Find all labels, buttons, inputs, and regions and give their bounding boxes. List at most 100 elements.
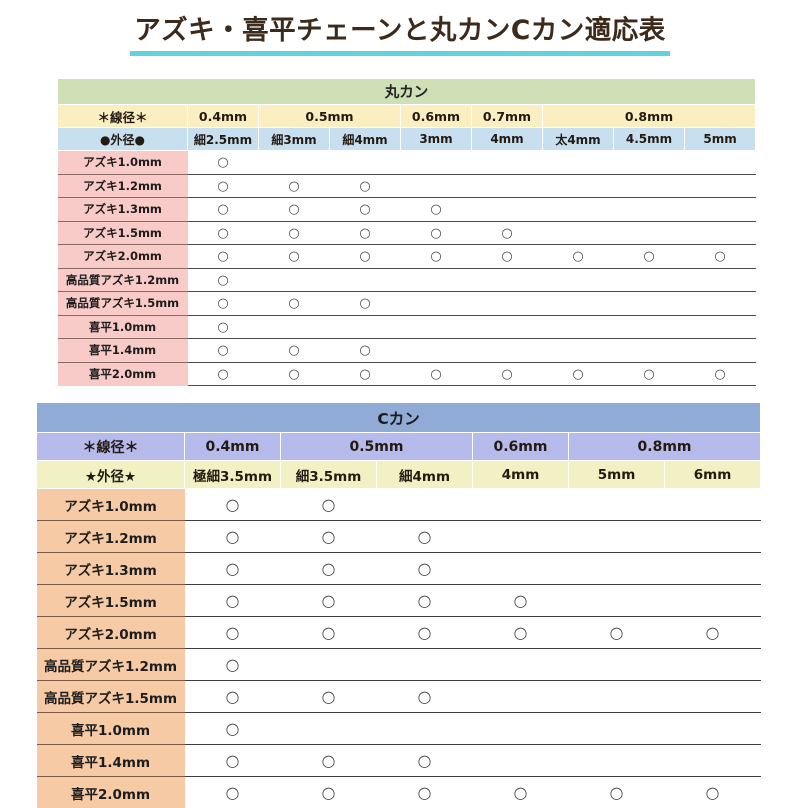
- ckan-row-label-9: 喜平2.0mm: [37, 777, 185, 808]
- incompatible-cell: ○: [330, 315, 401, 339]
- incompatible-cell: ○: [377, 489, 473, 521]
- compatible-cell: ○: [569, 777, 665, 808]
- ckan-outer-col-0: 極細3.5mm: [185, 461, 281, 489]
- compatible-cell: ○: [473, 777, 569, 808]
- compatibility-mark-icon: ○: [226, 655, 240, 674]
- compatible-cell: ○: [188, 151, 259, 175]
- marukan-row-label-1: アズキ1.2mm: [58, 174, 188, 198]
- compatibility-mark-icon: ○: [322, 687, 336, 706]
- incompatible-cell: ○: [685, 221, 756, 245]
- compatible-cell: ○: [377, 681, 473, 713]
- compatible-cell: ○: [281, 553, 377, 585]
- table-row: 高品質アズキ1.2mm○○○○○○○○: [58, 268, 756, 292]
- compatible-cell: ○: [281, 617, 377, 649]
- ckan-banner: Cカン: [37, 403, 761, 433]
- incompatible-cell: ○: [665, 553, 761, 585]
- marukan-gauge-4: 0.8mm: [543, 105, 756, 128]
- compatibility-mark-icon: ○: [217, 179, 228, 194]
- incompatible-cell: ○: [569, 553, 665, 585]
- incompatible-cell: ○: [330, 268, 401, 292]
- table-row: アズキ1.3mm○○○○○○: [37, 553, 761, 585]
- compatibility-mark-icon: ○: [322, 527, 336, 546]
- compatible-cell: ○: [543, 245, 614, 269]
- table-row: アズキ1.3mm○○○○○○○○: [58, 198, 756, 222]
- compatible-cell: ○: [185, 553, 281, 585]
- marukan-row-label-2: アズキ1.3mm: [58, 198, 188, 222]
- compatible-cell: ○: [185, 777, 281, 808]
- compatible-cell: ○: [259, 245, 330, 269]
- ckan-row-label-0: アズキ1.0mm: [37, 489, 185, 521]
- marukan-outer-col-7: 5mm: [685, 128, 756, 151]
- marukan-banner-row: 丸カン: [58, 79, 756, 105]
- compatibility-mark-icon: ○: [501, 367, 512, 382]
- compatibility-mark-icon: ○: [288, 367, 299, 382]
- compatible-cell: ○: [185, 745, 281, 777]
- compatibility-mark-icon: ○: [288, 249, 299, 264]
- incompatible-cell: ○: [665, 681, 761, 713]
- compatible-cell: ○: [188, 198, 259, 222]
- marukan-row-label-5: 高品質アズキ1.2mm: [58, 268, 188, 292]
- incompatible-cell: ○: [665, 489, 761, 521]
- marukan-gauge-header: ＊線径＊: [58, 105, 188, 128]
- compatibility-mark-icon: ○: [322, 591, 336, 610]
- compatible-cell: ○: [185, 489, 281, 521]
- compatibility-mark-icon: ○: [217, 296, 228, 311]
- compatibility-mark-icon: ○: [322, 751, 336, 770]
- compatible-cell: ○: [188, 245, 259, 269]
- compatible-cell: ○: [401, 198, 472, 222]
- compatible-cell: ○: [377, 521, 473, 553]
- compatibility-mark-icon: ○: [322, 559, 336, 578]
- compatibility-mark-icon: ○: [322, 623, 336, 642]
- compatibility-mark-icon: ○: [610, 623, 624, 642]
- ckan-outer-col-5: 6mm: [665, 461, 761, 489]
- ckan-row-label-8: 喜平1.4mm: [37, 745, 185, 777]
- marukan-gauge-0: 0.4mm: [188, 105, 259, 128]
- compatible-cell: ○: [330, 221, 401, 245]
- compatibility-mark-icon: ○: [430, 249, 441, 264]
- marukan-outer-col-3: 3mm: [401, 128, 472, 151]
- compatible-cell: ○: [188, 362, 259, 386]
- compatibility-mark-icon: ○: [217, 367, 228, 382]
- incompatible-cell: ○: [685, 315, 756, 339]
- compatibility-mark-icon: ○: [418, 591, 432, 610]
- incompatible-cell: ○: [472, 292, 543, 316]
- ckan-outer-col-2: 細4mm: [377, 461, 473, 489]
- incompatible-cell: ○: [259, 268, 330, 292]
- incompatible-cell: ○: [259, 315, 330, 339]
- compatible-cell: ○: [685, 245, 756, 269]
- incompatible-cell: ○: [543, 292, 614, 316]
- compatibility-mark-icon: ○: [322, 495, 336, 514]
- ckan-gauge-2: 0.6mm: [473, 433, 569, 461]
- table-row: アズキ2.0mm○○○○○○○○: [58, 245, 756, 269]
- compatibility-mark-icon: ○: [217, 273, 228, 288]
- incompatible-cell: ○: [665, 585, 761, 617]
- ckan-row-label-4: アズキ2.0mm: [37, 617, 185, 649]
- compatible-cell: ○: [614, 362, 685, 386]
- compatible-cell: ○: [259, 198, 330, 222]
- compatible-cell: ○: [188, 221, 259, 245]
- compatible-cell: ○: [185, 681, 281, 713]
- marukan-row-label-0: アズキ1.0mm: [58, 151, 188, 175]
- incompatible-cell: ○: [665, 713, 761, 745]
- ckan-banner-row: Cカン: [37, 403, 761, 433]
- incompatible-cell: ○: [665, 745, 761, 777]
- compatible-cell: ○: [569, 617, 665, 649]
- compatibility-mark-icon: ○: [430, 226, 441, 241]
- compatible-cell: ○: [259, 362, 330, 386]
- compatible-cell: ○: [330, 362, 401, 386]
- compatible-cell: ○: [281, 489, 377, 521]
- incompatible-cell: ○: [473, 553, 569, 585]
- ckan-row-label-3: アズキ1.5mm: [37, 585, 185, 617]
- compatible-cell: ○: [377, 585, 473, 617]
- compatible-cell: ○: [330, 198, 401, 222]
- compatible-cell: ○: [665, 777, 761, 808]
- table-row: アズキ1.0mm○○○○○○○○: [58, 151, 756, 175]
- ckan-row-label-5: 高品質アズキ1.2mm: [37, 649, 185, 681]
- marukan-table-body: アズキ1.0mm○○○○○○○○アズキ1.2mm○○○○○○○○アズキ1.3mm…: [58, 151, 756, 386]
- ckan-row-label-6: 高品質アズキ1.5mm: [37, 681, 185, 713]
- incompatible-cell: ○: [569, 489, 665, 521]
- incompatible-cell: ○: [473, 681, 569, 713]
- incompatible-cell: ○: [614, 339, 685, 363]
